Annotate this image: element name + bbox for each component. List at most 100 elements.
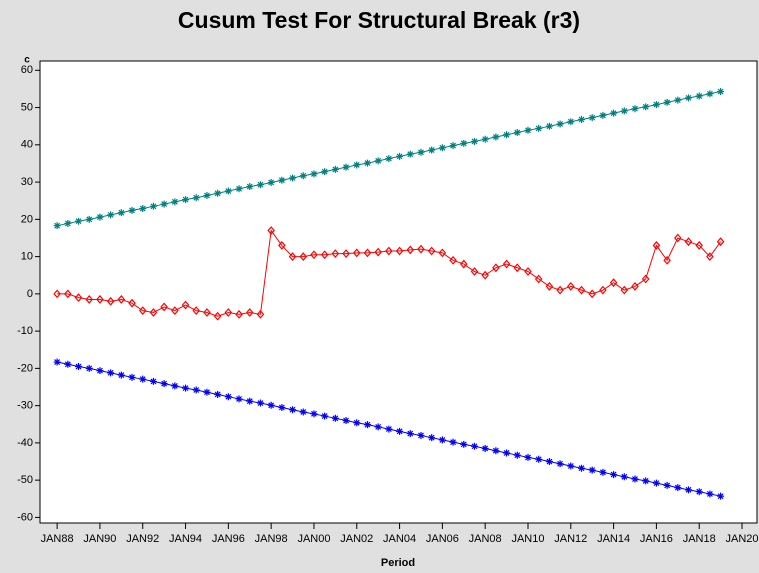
data-marker [128, 298, 136, 308]
data-marker [64, 360, 72, 368]
data-marker [588, 289, 596, 299]
data-marker [181, 300, 190, 310]
data-marker [620, 285, 629, 295]
x-tick-label: JAN96 [212, 533, 245, 545]
data-marker [299, 408, 307, 416]
data-marker [75, 217, 83, 225]
data-marker [331, 249, 340, 259]
data-marker [545, 122, 553, 130]
data-marker [171, 198, 179, 206]
x-tick-label: JAN12 [554, 533, 587, 545]
y-tick-label: -20 [17, 362, 33, 374]
data-marker [492, 263, 500, 273]
data-marker [192, 194, 200, 202]
data-marker [716, 237, 725, 247]
y-tick-label: 10 [21, 251, 33, 263]
data-marker [278, 241, 286, 250]
data-marker [256, 399, 264, 407]
data-marker [246, 183, 254, 191]
y-tick-label: -10 [17, 325, 33, 337]
data-marker [524, 453, 532, 461]
data-marker [577, 115, 585, 123]
data-marker [492, 447, 500, 455]
data-marker [149, 202, 157, 210]
data-marker [417, 244, 425, 254]
data-marker [556, 460, 564, 468]
x-tick-label: JAN10 [511, 533, 544, 545]
data-marker [385, 425, 393, 433]
data-marker [545, 281, 554, 291]
data-marker [107, 211, 115, 219]
data-marker [406, 430, 414, 438]
data-marker [235, 185, 243, 193]
data-marker [139, 205, 147, 213]
x-tick-label: JAN98 [255, 533, 288, 545]
data-marker [396, 152, 404, 160]
data-marker [64, 219, 72, 227]
y-tick-label: 20 [21, 213, 33, 225]
data-marker [342, 417, 350, 425]
data-marker [695, 92, 703, 100]
data-marker [96, 213, 104, 221]
data-marker [492, 133, 500, 141]
data-marker [438, 144, 446, 152]
data-marker [53, 222, 61, 230]
data-marker [513, 263, 522, 273]
data-marker [395, 246, 404, 256]
data-marker [53, 358, 61, 366]
data-marker [577, 285, 586, 295]
data-marker [374, 423, 382, 431]
data-marker [246, 397, 254, 405]
data-marker [438, 436, 446, 444]
data-marker [406, 245, 415, 255]
data-marker [642, 103, 650, 111]
data-marker [459, 259, 468, 269]
data-marker [106, 296, 115, 306]
data-marker [652, 241, 661, 250]
data-marker [139, 375, 147, 383]
data-marker [374, 247, 382, 257]
data-marker [556, 120, 564, 128]
data-marker [417, 148, 425, 156]
data-marker [417, 431, 425, 439]
data-marker [374, 157, 382, 165]
data-marker [289, 174, 297, 182]
x-tick-label: JAN90 [83, 533, 116, 545]
data-marker [235, 395, 243, 403]
x-tick-label: JAN94 [169, 533, 202, 545]
y-tick-label: 0 [27, 288, 33, 300]
chart-title: Cusum Test For Structural Break (r3) [178, 7, 580, 33]
y-tick-label: 50 [21, 101, 33, 113]
data-marker [513, 129, 521, 137]
data-marker [224, 187, 232, 195]
data-marker [214, 189, 222, 197]
data-marker [599, 468, 607, 476]
data-marker [631, 281, 639, 291]
x-tick-label: JAN00 [297, 533, 330, 545]
x-tick-label: JAN16 [640, 533, 673, 545]
data-marker [171, 306, 179, 316]
data-marker [288, 252, 297, 262]
data-marker [470, 137, 478, 145]
plot-area [39, 60, 758, 524]
data-marker [353, 161, 361, 169]
data-marker [663, 98, 671, 106]
data-marker [481, 135, 489, 143]
data-marker [117, 371, 125, 379]
data-marker [535, 455, 543, 463]
data-marker [695, 241, 704, 250]
data-marker [396, 427, 404, 435]
data-marker [438, 248, 447, 258]
data-marker [717, 88, 725, 96]
data-marker [160, 302, 168, 312]
data-marker [235, 309, 243, 319]
data-marker [610, 471, 618, 479]
data-marker [406, 150, 414, 158]
data-marker [428, 434, 436, 442]
data-marker [706, 252, 714, 262]
data-marker [663, 481, 671, 489]
data-marker [599, 111, 607, 119]
data-marker [278, 404, 286, 411]
data-marker [588, 114, 596, 122]
y-tick-label: 30 [21, 176, 33, 188]
